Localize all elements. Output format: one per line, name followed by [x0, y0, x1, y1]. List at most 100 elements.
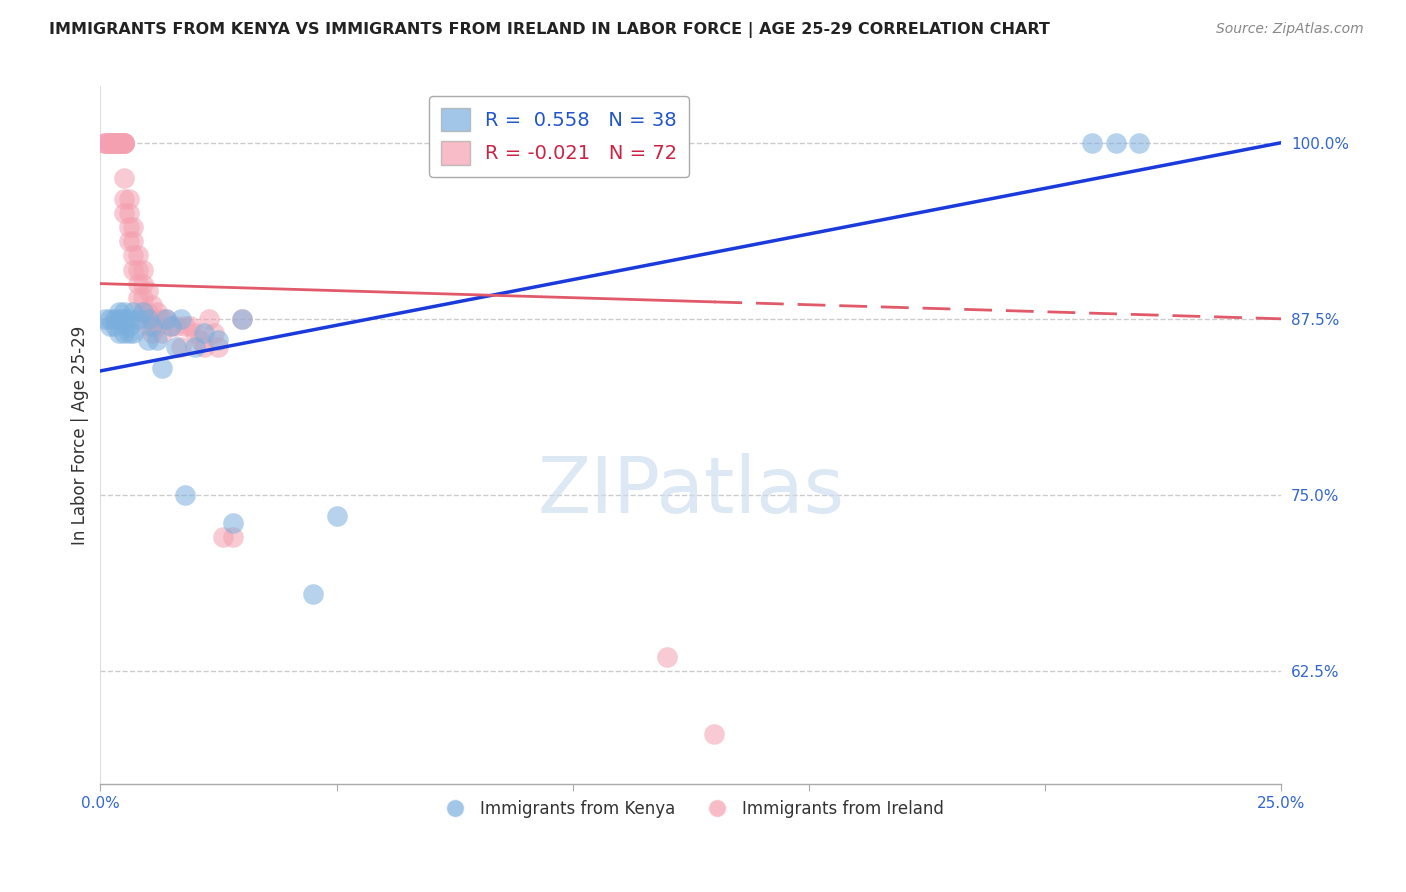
Point: [127, 291, 149, 305]
Point: [103, 311, 125, 326]
Point: [184, 340, 207, 354]
Point: [325, 509, 347, 524]
Point: [141, 298, 163, 312]
Point: [118, 326, 141, 340]
Point: [108, 136, 131, 150]
Point: [112, 136, 135, 150]
Point: [94, 136, 117, 150]
Point: [122, 248, 145, 262]
Text: Source: ZipAtlas.com: Source: ZipAtlas.com: [1216, 22, 1364, 37]
Point: [198, 311, 221, 326]
Point: [112, 136, 135, 150]
Point: [94, 136, 117, 150]
Point: [122, 326, 145, 340]
Point: [703, 727, 725, 741]
Point: [108, 305, 131, 319]
Point: [118, 318, 141, 333]
Point: [112, 136, 135, 150]
Point: [112, 311, 135, 326]
Point: [98, 136, 121, 150]
Point: [174, 488, 197, 502]
Point: [112, 136, 135, 150]
Point: [94, 311, 117, 326]
Point: [118, 220, 141, 235]
Point: [132, 305, 155, 319]
Point: [136, 318, 159, 333]
Point: [136, 305, 159, 319]
Point: [169, 311, 191, 326]
Text: IMMIGRANTS FROM KENYA VS IMMIGRANTS FROM IRELAND IN LABOR FORCE | AGE 25-29 CORR: IMMIGRANTS FROM KENYA VS IMMIGRANTS FROM…: [49, 22, 1050, 38]
Legend: Immigrants from Kenya, Immigrants from Ireland: Immigrants from Kenya, Immigrants from I…: [432, 793, 950, 824]
Point: [207, 340, 229, 354]
Point: [207, 333, 229, 347]
Point: [108, 311, 131, 326]
Point: [118, 206, 141, 220]
Point: [108, 136, 131, 150]
Point: [112, 170, 135, 185]
Point: [98, 136, 121, 150]
Point: [212, 530, 235, 544]
Point: [132, 305, 155, 319]
Point: [98, 136, 121, 150]
Point: [108, 136, 131, 150]
Point: [98, 311, 121, 326]
Point: [112, 305, 135, 319]
Point: [118, 311, 141, 326]
Point: [136, 284, 159, 298]
Point: [155, 311, 177, 326]
Point: [231, 311, 253, 326]
Point: [103, 136, 125, 150]
Point: [165, 318, 187, 333]
Point: [112, 326, 135, 340]
Point: [174, 318, 197, 333]
Point: [118, 235, 141, 249]
Point: [118, 192, 141, 206]
Point: [150, 361, 173, 376]
Point: [1105, 136, 1128, 150]
Point: [103, 136, 125, 150]
Point: [146, 333, 169, 347]
Point: [127, 311, 149, 326]
Point: [155, 311, 177, 326]
Point: [122, 262, 145, 277]
Point: [108, 136, 131, 150]
Point: [169, 340, 191, 354]
Point: [136, 311, 159, 326]
Point: [103, 136, 125, 150]
Point: [108, 136, 131, 150]
Point: [231, 311, 253, 326]
Point: [127, 277, 149, 291]
Point: [1081, 136, 1104, 150]
Point: [146, 305, 169, 319]
Point: [302, 586, 325, 600]
Point: [184, 326, 207, 340]
Point: [108, 136, 131, 150]
Point: [122, 235, 145, 249]
Point: [221, 530, 243, 544]
Point: [103, 136, 125, 150]
Point: [141, 326, 163, 340]
Point: [146, 318, 169, 333]
Point: [108, 326, 131, 340]
Point: [127, 262, 149, 277]
Point: [655, 649, 678, 664]
Point: [141, 311, 163, 326]
Point: [136, 333, 159, 347]
Point: [202, 326, 225, 340]
Point: [221, 516, 243, 530]
Point: [150, 311, 173, 326]
Point: [179, 318, 201, 333]
Y-axis label: In Labor Force | Age 25-29: In Labor Force | Age 25-29: [72, 326, 89, 545]
Text: ZIPatlas: ZIPatlas: [537, 453, 844, 529]
Point: [112, 206, 135, 220]
Point: [103, 136, 125, 150]
Point: [160, 318, 183, 333]
Point: [98, 136, 121, 150]
Point: [112, 136, 135, 150]
Point: [160, 318, 183, 333]
Point: [165, 340, 187, 354]
Point: [108, 136, 131, 150]
Point: [150, 326, 173, 340]
Point: [103, 318, 125, 333]
Point: [122, 220, 145, 235]
